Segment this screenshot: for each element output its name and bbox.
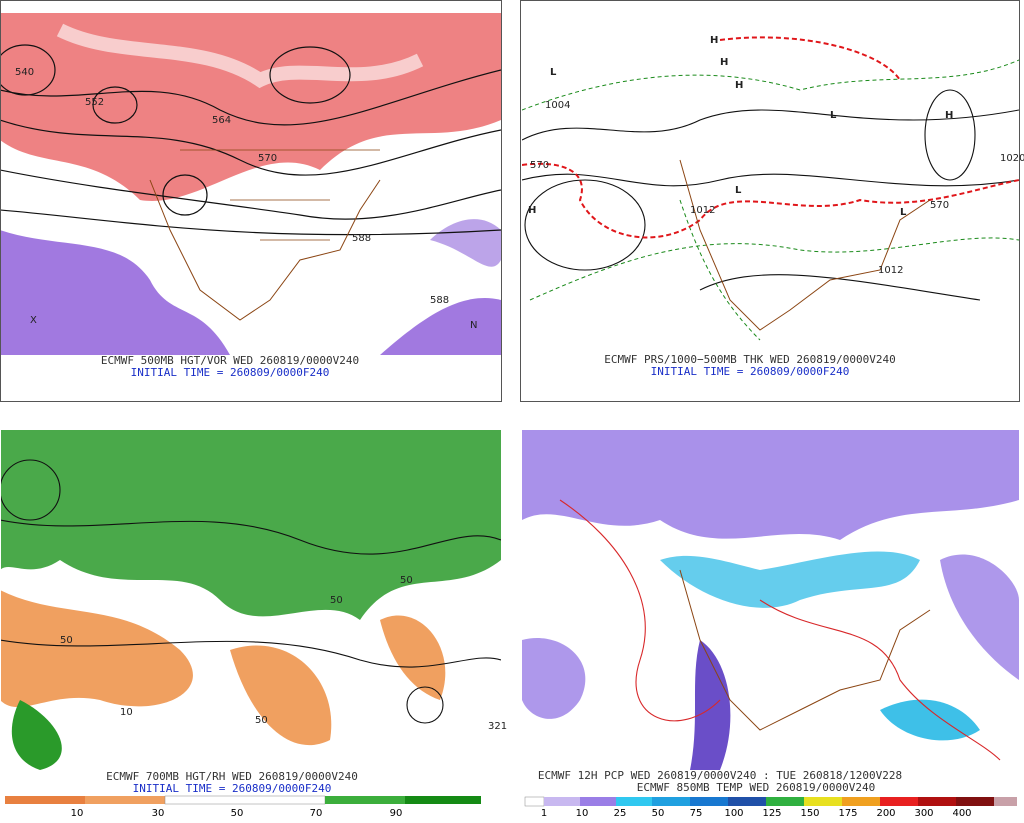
map-label: 570: [530, 160, 549, 171]
map-label: 321: [488, 721, 507, 732]
colorbar-label: 150: [800, 808, 819, 819]
map-label: 570: [258, 153, 277, 164]
map-label: 570: [930, 200, 949, 211]
map-label: X: [30, 315, 37, 326]
map-label: 50: [255, 715, 268, 726]
map-label: H: [710, 35, 718, 46]
map-label: 1012: [690, 205, 715, 216]
map-label: L: [830, 110, 837, 121]
map-label: N: [470, 320, 477, 331]
map-label: H: [945, 110, 953, 121]
colorbar-label: 30: [152, 808, 165, 819]
colorbar-label: 50: [652, 808, 665, 819]
colorbar-label: 200: [876, 808, 895, 819]
colorbar-label: 125: [762, 808, 781, 819]
caption: ECMWF 850MB TEMP WED 260819/0000V240: [637, 781, 875, 794]
map-label: 1020: [1000, 153, 1024, 164]
map-label: 588: [352, 233, 371, 244]
map-label: 540: [15, 67, 34, 78]
map-label: H: [528, 205, 536, 216]
map-label: H: [720, 57, 728, 68]
colorbar-label: 50: [231, 808, 244, 819]
initial-time: INITIAL TIME = 260809/0000F240: [131, 366, 330, 379]
initial-time: INITIAL TIME = 260809/0000F240: [133, 782, 332, 795]
caption: ECMWF 700MB HGT/RH WED 260819/0000V240: [106, 770, 358, 783]
map-label: 10: [120, 707, 133, 718]
colorbar-label: 70: [310, 808, 323, 819]
colorbar-label: 10: [576, 808, 589, 819]
panel-frame: [520, 0, 1020, 402]
colorbar-label: 10: [71, 808, 84, 819]
caption: ECMWF 12H PCP WED 260819/0000V240 : TUE …: [538, 769, 902, 782]
caption: ECMWF PRS/1000−500MB THK WED 260819/0000…: [604, 353, 895, 366]
colorbar-rh: [5, 795, 481, 805]
colorbar-label: 100: [724, 808, 743, 819]
colorbar-label: 25: [614, 808, 627, 819]
colorbar-label: 300: [914, 808, 933, 819]
map-label: L: [550, 67, 557, 78]
panel-frame: [0, 0, 502, 402]
map-label: H: [735, 80, 743, 91]
colorbar-pcp: [524, 796, 1017, 807]
map-label: 50: [60, 635, 73, 646]
map-thickness: [522, 13, 1019, 355]
colorbar-label: 400: [952, 808, 971, 819]
colorbar-label: 90: [390, 808, 403, 819]
map-label: 50: [400, 575, 413, 586]
map-label: 588: [430, 295, 449, 306]
map-label: 50: [330, 595, 343, 606]
map-precip-temp: [522, 430, 1019, 772]
caption: ECMWF 500MB HGT/VOR WED 260819/0000V240: [101, 354, 359, 367]
map-label: 1012: [878, 265, 903, 276]
initial-time: INITIAL TIME = 260809/0000F240: [651, 365, 850, 378]
map-700mb: [1, 430, 501, 772]
colorbar-label: 175: [838, 808, 857, 819]
colorbar-label: 1: [541, 808, 547, 819]
map-label: L: [900, 207, 907, 218]
map-label: 564: [212, 115, 231, 126]
map-label: 1004: [545, 100, 570, 111]
map-label: 552: [85, 97, 104, 108]
map-500mb: [1, 13, 501, 355]
colorbar-label: 75: [690, 808, 703, 819]
map-label: L: [735, 185, 742, 196]
